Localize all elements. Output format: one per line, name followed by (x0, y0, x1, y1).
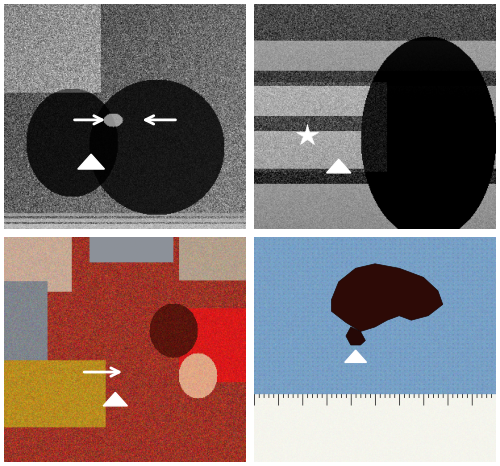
Polygon shape (332, 264, 443, 331)
Polygon shape (78, 154, 104, 169)
Polygon shape (103, 392, 128, 406)
Polygon shape (346, 327, 366, 345)
Polygon shape (326, 159, 351, 173)
Polygon shape (345, 350, 366, 363)
